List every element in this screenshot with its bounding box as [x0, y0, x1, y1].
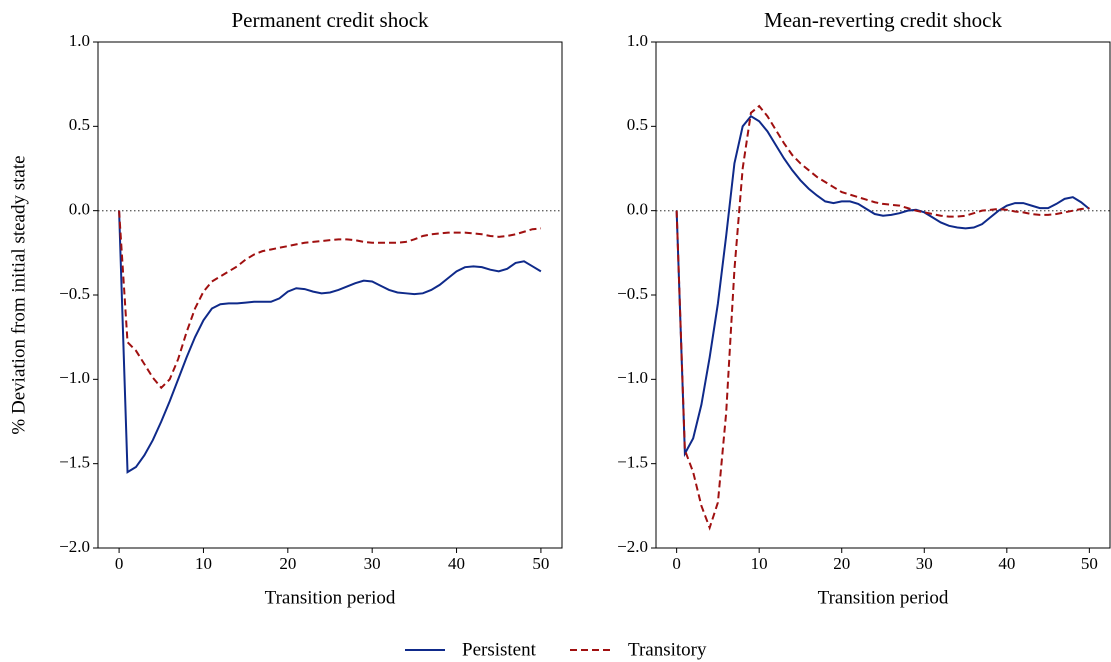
x-axis-label: Transition period [265, 587, 396, 608]
legend-label: Persistent [462, 639, 537, 660]
y-tick-label: 1.0 [627, 31, 648, 50]
series-line [675, 114, 1090, 458]
x-tick-label: 40 [998, 554, 1015, 573]
x-tick-label: 10 [195, 554, 212, 573]
legend-label: Transitory [628, 639, 707, 660]
y-tick-label: 0.5 [627, 115, 648, 134]
chart-title: Permanent credit shock [231, 8, 429, 32]
x-tick-label: 30 [916, 554, 933, 573]
plot-frame [655, 41, 1111, 549]
y-tick-label: −1.0 [617, 368, 648, 387]
y-tick-label: −1.5 [617, 453, 648, 472]
y-axis-label: % Deviation from initial steady state [8, 155, 29, 434]
x-tick-label: 20 [279, 554, 296, 573]
x-tick-label: 0 [115, 554, 124, 573]
series-line [675, 104, 1090, 531]
x-tick-label: 0 [672, 554, 681, 573]
x-tick-label: 50 [1081, 554, 1098, 573]
y-tick-label: 0.0 [69, 200, 90, 219]
y-tick-label: 0.5 [69, 115, 90, 134]
y-tick-label: 0.0 [627, 200, 648, 219]
plot-frame [97, 41, 563, 549]
x-tick-label: 20 [833, 554, 850, 573]
y-tick-label: −0.5 [59, 284, 90, 303]
y-tick-label: −2.0 [617, 537, 648, 556]
y-tick-label: 1.0 [69, 31, 90, 50]
y-tick-label: −2.0 [59, 537, 90, 556]
series-line [118, 210, 542, 474]
x-tick-label: 10 [751, 554, 768, 573]
y-tick-label: −0.5 [617, 284, 648, 303]
x-tick-label: 30 [364, 554, 381, 573]
y-tick-label: −1.0 [59, 368, 90, 387]
x-tick-label: 50 [532, 554, 549, 573]
chart-title: Mean-reverting credit shock [764, 8, 1002, 32]
series-line [118, 210, 542, 390]
x-axis-label: Transition period [818, 587, 949, 608]
x-tick-label: 40 [448, 554, 465, 573]
y-tick-label: −1.5 [59, 453, 90, 472]
